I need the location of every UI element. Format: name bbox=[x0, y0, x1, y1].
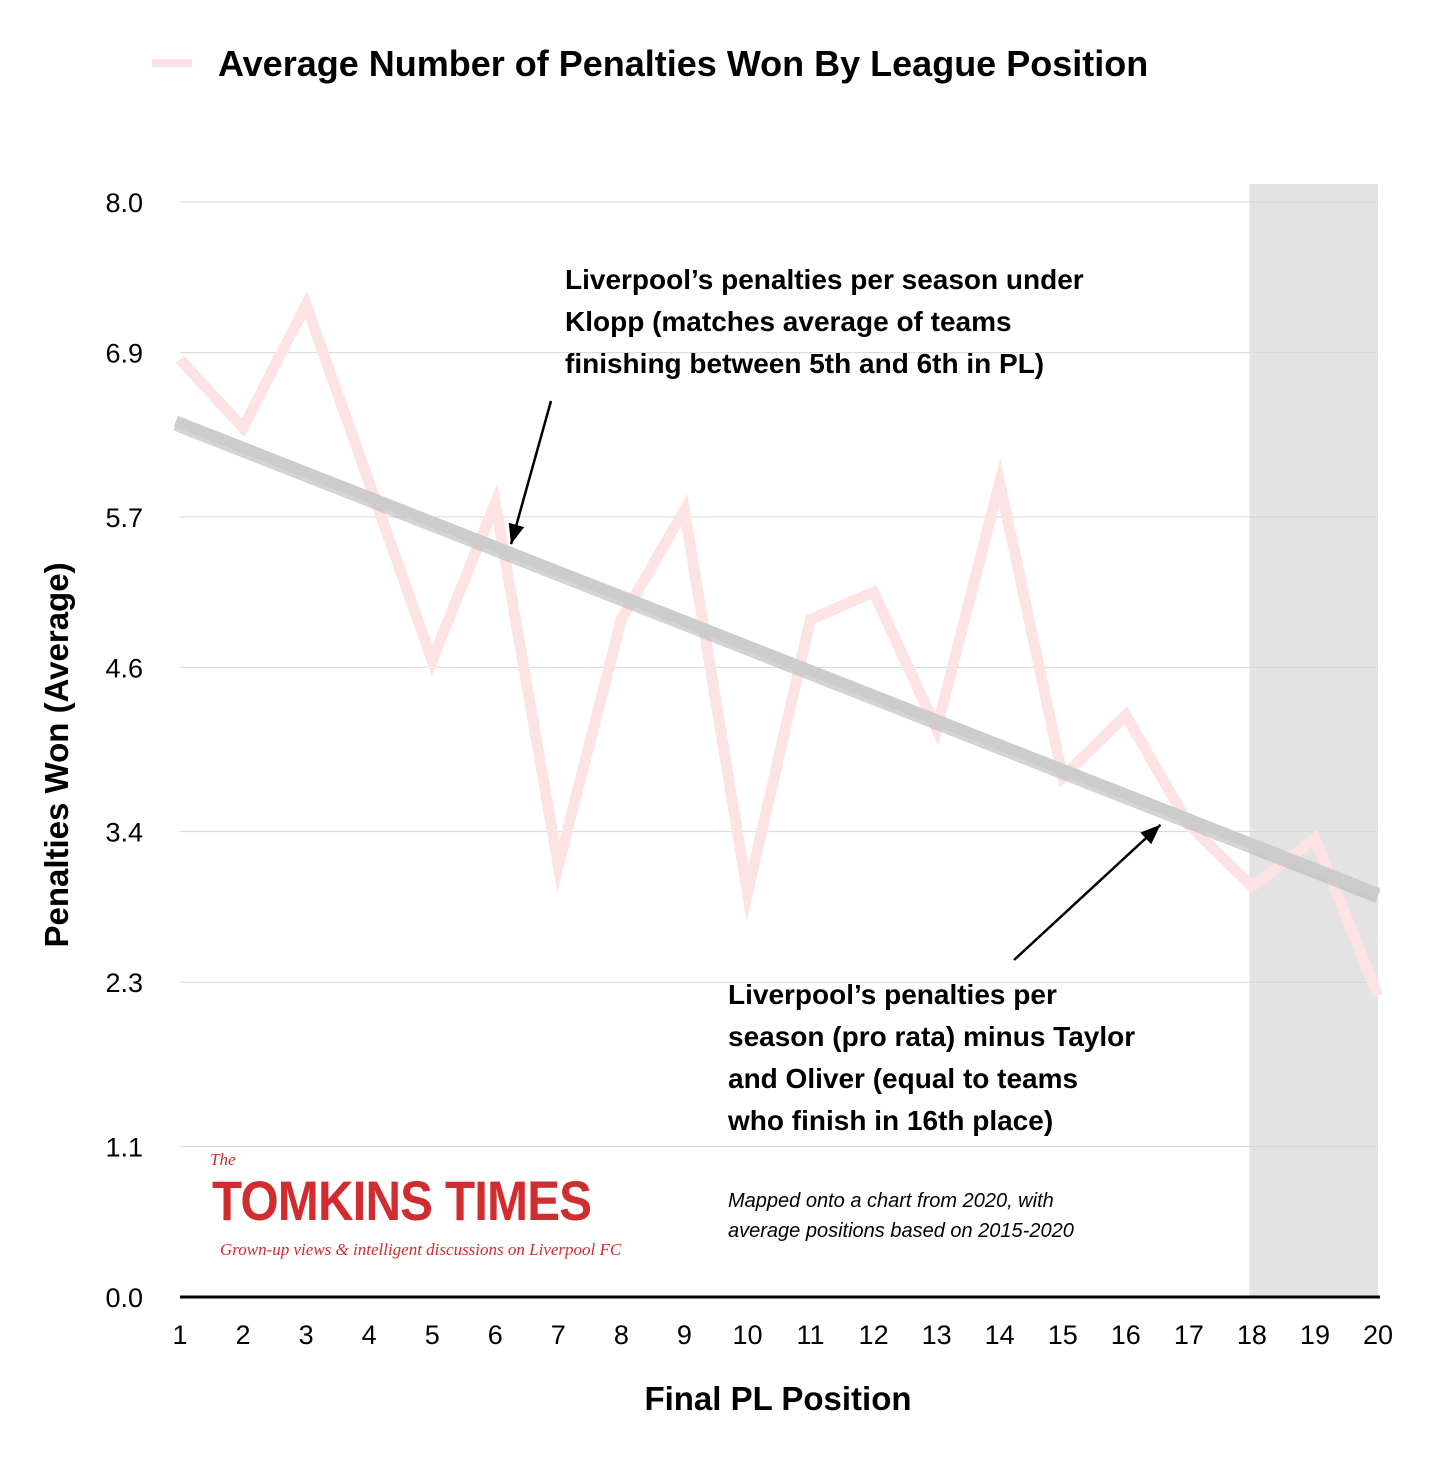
annotation-klopp-line-1: Liverpool’s penalties per season under bbox=[565, 264, 1084, 295]
shaded-region bbox=[1249, 184, 1378, 1297]
x-tick-label: 1 bbox=[172, 1320, 187, 1350]
background-layer bbox=[1249, 184, 1378, 1297]
x-tick-label: 19 bbox=[1300, 1320, 1330, 1350]
x-tick-label: 8 bbox=[614, 1320, 629, 1350]
brand-the: The bbox=[210, 1150, 236, 1169]
annotation-taylor-oliver-line-3: and Oliver (equal to teams bbox=[728, 1063, 1079, 1094]
annotation-klopp-line-3: finishing between 5th and 6th in PL) bbox=[565, 348, 1045, 379]
x-tick-label: 13 bbox=[922, 1320, 952, 1350]
series-line bbox=[175, 290, 1384, 998]
x-tick-label: 4 bbox=[362, 1320, 377, 1350]
x-tick-label: 7 bbox=[551, 1320, 566, 1350]
annotation-taylor-oliver-arrow-shaft bbox=[1013, 823, 1162, 961]
source-note: Mapped onto a chart from 2020, with aver… bbox=[728, 1186, 1074, 1246]
y-tick-label: 1.1 bbox=[105, 1132, 143, 1162]
x-tick-label: 5 bbox=[425, 1320, 440, 1350]
x-tick-label: 10 bbox=[732, 1320, 762, 1350]
annotation-klopp-line-2: Klopp (matches average of teams bbox=[565, 306, 1012, 337]
annotation-taylor-oliver-arrow-head bbox=[1140, 824, 1161, 845]
y-tick-label: 3.4 bbox=[105, 818, 143, 848]
series-layer bbox=[173, 290, 1384, 998]
x-tick-label: 17 bbox=[1174, 1320, 1204, 1350]
x-tick-label: 15 bbox=[1048, 1320, 1078, 1350]
x-tick-label: 20 bbox=[1363, 1320, 1393, 1350]
x-tick-label: 3 bbox=[299, 1320, 314, 1350]
y-tick-label: 4.6 bbox=[105, 653, 143, 683]
x-tick-label: 18 bbox=[1237, 1320, 1267, 1350]
x-tick-label: 16 bbox=[1111, 1320, 1141, 1350]
y-axis-title: Penalties Won (Average) bbox=[38, 562, 75, 947]
label-layer: 0.01.12.33.44.65.76.98.01 2 3 4 5 6 7 8 9 10 11 12 1… bbox=[105, 188, 1393, 1350]
x-axis-title: Final PL Position bbox=[644, 1380, 911, 1417]
y-tick-label: 0.0 bbox=[105, 1283, 143, 1313]
x-tick-label: 6 bbox=[488, 1320, 503, 1350]
x-tick-label: 11 bbox=[797, 1320, 825, 1350]
source-note-line-1: Mapped onto a chart from 2020, with bbox=[728, 1190, 1054, 1212]
annotation-klopp-arrow-shaft bbox=[509, 400, 553, 545]
x-tick-label: 14 bbox=[985, 1320, 1015, 1350]
arrow-layer bbox=[508, 400, 1162, 961]
trend-line bbox=[173, 415, 1381, 899]
x-tick-label: 9 bbox=[677, 1320, 692, 1350]
annotation-taylor-oliver: Liverpool’s penalties per season (pro ra… bbox=[728, 974, 1135, 1142]
source-note-line-2: average positions based on 2015-2020 bbox=[728, 1220, 1074, 1242]
brand-tagline: Grown-up views & intelligent discussions… bbox=[220, 1240, 622, 1259]
y-tick-label: 2.3 bbox=[105, 968, 143, 998]
annotation-klopp: Liverpool’s penalties per season under K… bbox=[565, 259, 1084, 385]
chart-title: Average Number of Penalties Won By Leagu… bbox=[218, 43, 1148, 84]
y-tick-label: 8.0 bbox=[105, 188, 143, 218]
annotation-taylor-oliver-line-1: Liverpool’s penalties per bbox=[728, 979, 1057, 1010]
brand-logo: TOMKINS TIMES bbox=[212, 1169, 592, 1232]
x-tick-label: 12 bbox=[859, 1320, 889, 1350]
annotation-taylor-oliver-line-4: who finish in 16th place) bbox=[728, 1105, 1054, 1136]
annotation-klopp-arrow-head bbox=[508, 522, 525, 545]
x-tick-label: 2 bbox=[236, 1320, 251, 1350]
annotation-taylor-oliver-line-2: season (pro rata) minus Taylor bbox=[728, 1021, 1136, 1052]
y-tick-label: 5.7 bbox=[105, 503, 143, 533]
y-tick-label: 6.9 bbox=[105, 339, 143, 369]
